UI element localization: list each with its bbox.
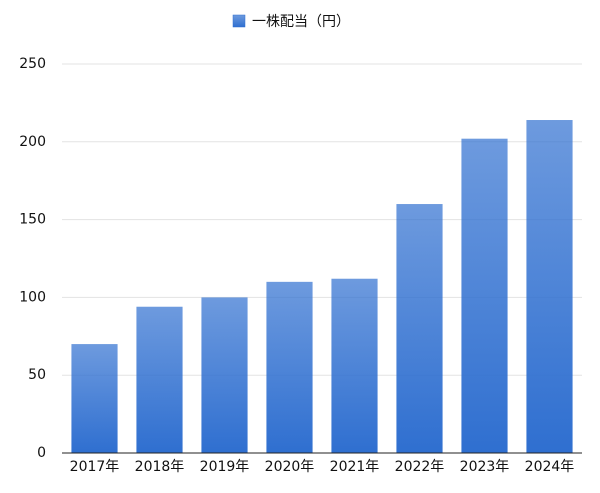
- legend-label: 一株配当（円）: [252, 14, 350, 30]
- bar: [331, 278, 378, 453]
- legend-swatch: [232, 14, 246, 28]
- bar: [526, 120, 573, 454]
- y-tick-label: 200: [19, 134, 46, 150]
- y-tick-label: 50: [28, 367, 46, 383]
- x-tick-label: 2021年: [330, 459, 380, 475]
- bar: [461, 138, 508, 454]
- bar: [396, 204, 443, 453]
- x-tick-label: 2020年: [265, 459, 315, 475]
- bar: [201, 297, 248, 453]
- y-tick-label: 250: [19, 56, 46, 72]
- y-tick-label: 100: [19, 289, 46, 305]
- x-tick-label: 2022年: [395, 459, 445, 475]
- bar: [136, 306, 183, 453]
- x-tick-label: 2024年: [525, 459, 575, 475]
- x-tick-label: 2018年: [135, 459, 185, 475]
- x-tick-label: 2019年: [200, 459, 250, 475]
- y-tick-label: 150: [19, 212, 46, 228]
- x-tick-label: 2023年: [460, 459, 510, 475]
- y-tick-label: 0: [37, 445, 46, 461]
- bar: [71, 344, 118, 453]
- x-tick-label: 2017年: [70, 459, 120, 475]
- bar: [266, 281, 313, 453]
